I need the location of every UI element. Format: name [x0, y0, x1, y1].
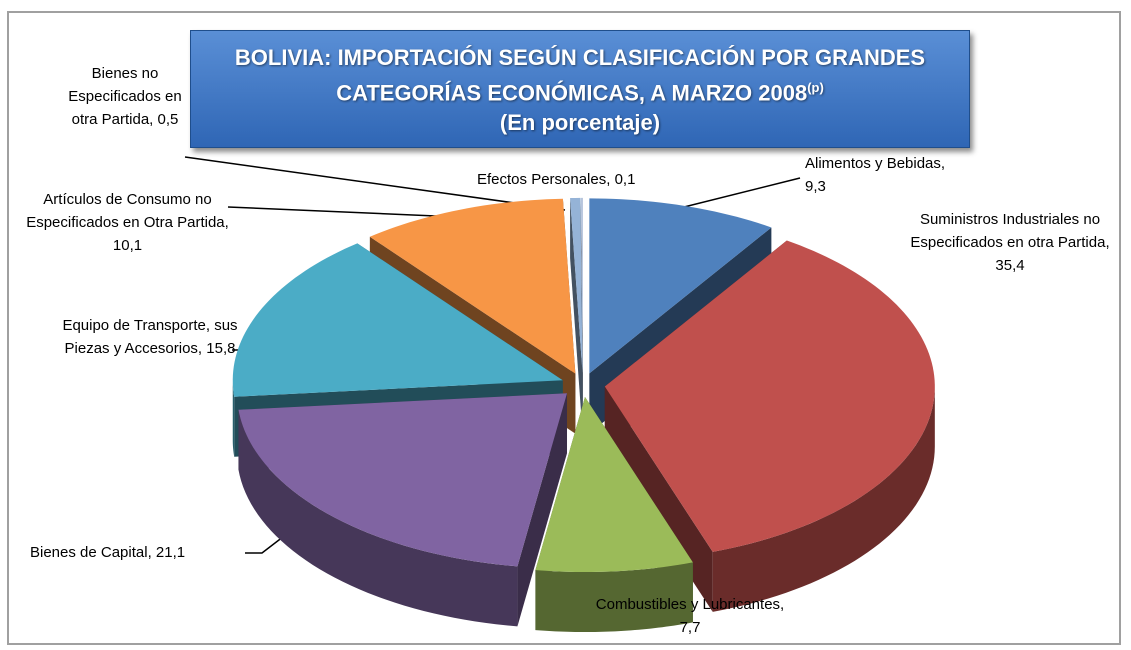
data-label: Suministros Industriales no Especificado… — [895, 208, 1125, 277]
label-separator: , — [940, 155, 950, 172]
slice — [535, 397, 693, 573]
label-separator: , — [149, 111, 158, 128]
data-label: Alimentos y Bebidas, 9,3 — [805, 152, 955, 198]
slice-side — [570, 198, 583, 433]
slice — [589, 198, 772, 374]
label-separator: , — [197, 340, 207, 357]
data-label: Bienes de Capital, 21,1 — [30, 541, 245, 564]
label-separator: , — [780, 596, 789, 613]
slice — [604, 240, 935, 552]
data-label: Equipo de Transporte, sus Piezas y Acces… — [40, 314, 260, 360]
label-separator: , — [224, 214, 233, 231]
data-label: Combustibles y Lubricantes, 7,7 — [595, 593, 785, 639]
value-label: 15,8 — [206, 340, 236, 357]
slice-side — [535, 562, 693, 633]
slice — [238, 393, 568, 567]
category-name: Alimentos y Bebidas — [805, 155, 941, 172]
slice — [369, 198, 576, 374]
value-label: 0,1 — [614, 171, 636, 188]
slice — [570, 197, 583, 373]
category-name: Suministros Industriales no Especificado… — [910, 211, 1106, 251]
chart-title: BOLIVIA: IMPORTACIÓN SEGÚN CLASIFICACIÓN… — [234, 45, 926, 106]
category-name: Equipo de Transporte, sus Piezas y Acces… — [62, 317, 242, 357]
slice-side — [232, 380, 235, 457]
data-label: Artículos de Consumo no Especificados en… — [20, 188, 235, 257]
value-label: 7,7 — [679, 619, 701, 636]
slice-side — [517, 393, 568, 627]
slice — [580, 197, 583, 373]
category-name: Bienes de Capital — [30, 544, 148, 561]
category-name: Combustibles y Lubricantes — [595, 596, 781, 613]
value-label: 9,3 — [805, 178, 826, 195]
slice-side — [238, 409, 518, 627]
slice-side — [712, 386, 935, 612]
label-separator: , — [1105, 234, 1114, 251]
label-separator: , — [147, 544, 156, 561]
chart-title-box: BOLIVIA: IMPORTACIÓN SEGÚN CLASIFICACIÓN… — [190, 30, 970, 148]
value-label: 10,1 — [112, 237, 143, 254]
value-label: 21,1 — [155, 544, 186, 561]
label-separator: , — [606, 171, 615, 188]
value-label: 35,4 — [995, 257, 1025, 274]
title-superscript: (p) — [807, 80, 824, 95]
category-name: Efectos Personales — [477, 171, 607, 188]
chart-subtitle: (En porcentaje) — [499, 110, 661, 136]
category-name: Bienes no Especificados en otra Partida — [68, 65, 186, 128]
data-label: Bienes no Especificados en otra Partida,… — [60, 62, 190, 131]
value-label: 0,5 — [157, 111, 179, 128]
category-name: Artículos de Consumo no Especificados en… — [26, 191, 225, 231]
slice — [232, 243, 563, 397]
data-label: Efectos Personales, 0,1 — [477, 168, 717, 191]
